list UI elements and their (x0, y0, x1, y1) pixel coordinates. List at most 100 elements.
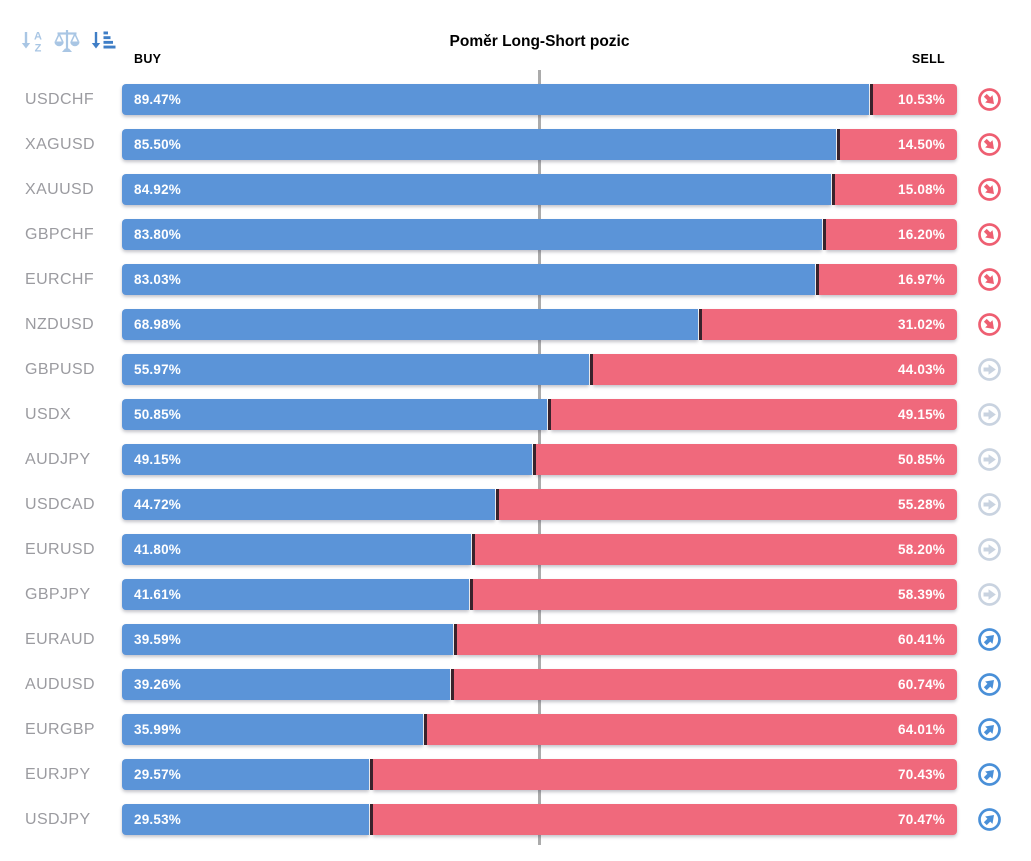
symbol-label: EURGBP (25, 720, 95, 738)
sell-segment[interactable]: 60.74% (453, 669, 957, 700)
sell-value: 58.39% (898, 587, 945, 602)
buy-segment[interactable]: 50.85% (122, 399, 547, 430)
sell-segment[interactable]: 60.41% (456, 624, 957, 655)
sell-value: 16.97% (898, 272, 945, 287)
sell-segment[interactable]: 64.01% (426, 714, 957, 745)
sell-segment[interactable]: 14.50% (839, 129, 957, 160)
bar-divider (822, 219, 826, 250)
bar-divider (870, 84, 874, 115)
table-row: USDX 50.85% 49.15% (0, 392, 1031, 437)
symbol-label: AUDJPY (25, 450, 91, 468)
buy-value: 39.26% (134, 677, 181, 692)
sort-alphabetical-button[interactable]: A Z (18, 27, 46, 55)
signal-icon[interactable] (957, 492, 1031, 517)
sort-amount-icon (91, 31, 116, 49)
sell-value: 16.20% (898, 227, 945, 242)
signal-icon[interactable] (957, 222, 1031, 247)
ratio-bar[interactable]: 89.47% 10.53% (122, 84, 957, 115)
sell-segment[interactable]: 10.53% (873, 84, 957, 115)
sell-segment[interactable]: 16.97% (819, 264, 957, 295)
buy-value: 49.15% (134, 452, 181, 467)
signal-icon[interactable] (957, 312, 1031, 337)
buy-segment[interactable]: 89.47% (122, 84, 870, 115)
table-row: EURGBP 35.99% 64.01% (0, 707, 1031, 752)
svg-text:A: A (34, 31, 42, 43)
ratio-bar[interactable]: 85.50% 14.50% (122, 129, 957, 160)
ratio-bar[interactable]: 50.85% 49.15% (122, 399, 957, 430)
ratio-bar[interactable]: 39.59% 60.41% (122, 624, 957, 655)
sell-segment[interactable]: 58.39% (473, 579, 957, 610)
buy-segment[interactable]: 29.57% (122, 759, 369, 790)
buy-value: 89.47% (134, 92, 181, 107)
buy-value: 68.98% (134, 317, 181, 332)
ratio-bar[interactable]: 68.98% 31.02% (122, 309, 957, 340)
signal-icon[interactable] (957, 807, 1031, 832)
signal-icon[interactable] (957, 447, 1031, 472)
sell-value: 64.01% (898, 722, 945, 737)
signal-icon[interactable] (957, 402, 1031, 427)
sell-segment[interactable]: 31.02% (701, 309, 957, 340)
signal-icon[interactable] (957, 672, 1031, 697)
signal-icon[interactable] (957, 87, 1031, 112)
table-row: AUDJPY 49.15% 50.85% (0, 437, 1031, 482)
buy-segment[interactable]: 39.59% (122, 624, 453, 655)
sell-segment[interactable]: 70.43% (372, 759, 957, 790)
buy-segment[interactable]: 44.72% (122, 489, 496, 520)
buy-segment[interactable]: 85.50% (122, 129, 836, 160)
signal-icon[interactable] (957, 627, 1031, 652)
sell-segment[interactable]: 15.08% (835, 174, 957, 205)
ratio-bar[interactable]: 55.97% 44.03% (122, 354, 957, 385)
buy-segment[interactable]: 41.61% (122, 579, 470, 610)
ratio-bar[interactable]: 41.61% 58.39% (122, 579, 957, 610)
sell-segment[interactable]: 70.47% (372, 804, 957, 835)
buy-segment[interactable]: 35.99% (122, 714, 423, 745)
ratio-bar[interactable]: 44.72% 55.28% (122, 489, 957, 520)
buy-segment[interactable]: 83.80% (122, 219, 822, 250)
sell-segment[interactable]: 44.03% (593, 354, 957, 385)
table-row: EURUSD 41.80% 58.20% (0, 527, 1031, 572)
symbol-label: USDCHF (25, 90, 95, 108)
ratio-bar[interactable]: 41.80% 58.20% (122, 534, 957, 565)
buy-value: 41.80% (134, 542, 181, 557)
buy-segment[interactable]: 68.98% (122, 309, 698, 340)
ratio-bar[interactable]: 39.26% 60.74% (122, 669, 957, 700)
sell-segment[interactable]: 55.28% (499, 489, 957, 520)
sort-amount-button[interactable] (88, 27, 116, 55)
signal-icon[interactable] (957, 717, 1031, 742)
sell-segment[interactable]: 16.20% (825, 219, 957, 250)
signal-icon[interactable] (957, 267, 1031, 292)
symbol-label: USDCAD (25, 495, 95, 513)
buy-segment[interactable]: 41.80% (122, 534, 472, 565)
buy-segment[interactable]: 55.97% (122, 354, 590, 385)
sell-segment[interactable]: 49.15% (550, 399, 957, 430)
buy-segment[interactable]: 83.03% (122, 264, 816, 295)
signal-icon[interactable] (957, 582, 1031, 607)
ratio-bar[interactable]: 83.80% 16.20% (122, 219, 957, 250)
ratio-bar[interactable]: 84.92% 15.08% (122, 174, 957, 205)
ratio-bar[interactable]: 35.99% 64.01% (122, 714, 957, 745)
signal-icon[interactable] (957, 132, 1031, 157)
signal-icon[interactable] (957, 357, 1031, 382)
buy-segment[interactable]: 39.26% (122, 669, 450, 700)
table-row: GBPUSD 55.97% 44.03% (0, 347, 1031, 392)
signal-icon[interactable] (957, 177, 1031, 202)
ratio-bar[interactable]: 29.57% 70.43% (122, 759, 957, 790)
sell-segment[interactable]: 58.20% (475, 534, 957, 565)
bar-divider (547, 399, 551, 430)
balance-scale-button[interactable] (53, 27, 81, 55)
sell-segment[interactable]: 50.85% (536, 444, 957, 475)
signal-icon[interactable] (957, 762, 1031, 787)
bar-divider (470, 579, 474, 610)
buy-segment[interactable]: 49.15% (122, 444, 533, 475)
buy-value: 50.85% (134, 407, 181, 422)
sell-value: 15.08% (898, 182, 945, 197)
toolbar: A Z (18, 27, 116, 55)
signal-icon[interactable] (957, 537, 1031, 562)
sell-value: 55.28% (898, 497, 945, 512)
ratio-bar[interactable]: 49.15% 50.85% (122, 444, 957, 475)
ratio-bar[interactable]: 83.03% 16.97% (122, 264, 957, 295)
buy-segment[interactable]: 84.92% (122, 174, 832, 205)
buy-segment[interactable]: 29.53% (122, 804, 369, 835)
ratio-bar[interactable]: 29.53% 70.47% (122, 804, 957, 835)
table-row: USDJPY 29.53% 70.47% (0, 797, 1031, 842)
